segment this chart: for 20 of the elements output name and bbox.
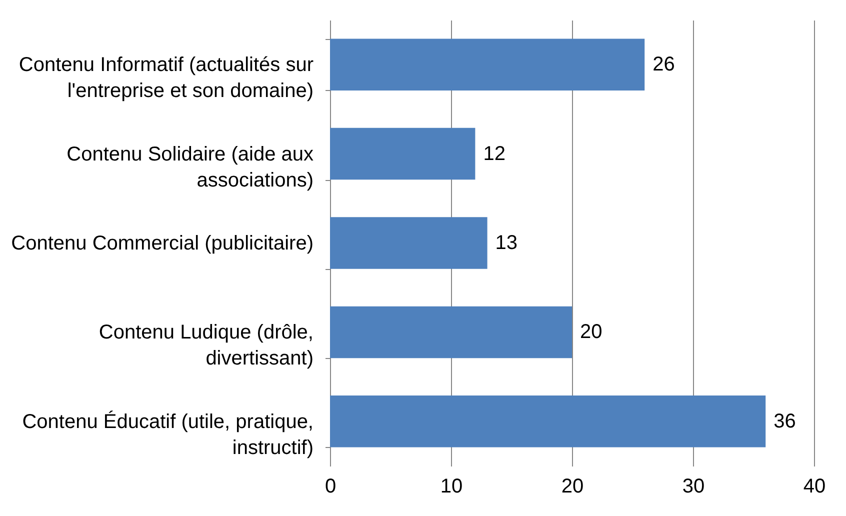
bar <box>330 396 766 448</box>
data-label: 13 <box>495 232 518 254</box>
x-tick-label: 0 <box>324 476 336 498</box>
y-tick-label: Contenu Commercial (publicitaire) <box>11 232 314 254</box>
y-tick-label: Contenu Solidaire (aide aux associations) <box>66 143 314 192</box>
y-tick-label: Contenu Éducatif (utile, pratique, instructif) <box>22 410 314 459</box>
bar <box>330 38 645 90</box>
x-tick-label: 20 <box>561 476 584 498</box>
bar <box>330 217 488 269</box>
x-tick-label: 10 <box>440 476 463 498</box>
x-tick-label: 40 <box>803 476 826 498</box>
x-tick-label: 30 <box>682 476 705 498</box>
data-label: 26 <box>652 54 675 76</box>
bar <box>330 128 476 180</box>
data-label: 20 <box>580 321 602 344</box>
y-tick-label: Contenu Ludique (drôle, divertissant) <box>98 322 314 370</box>
y-tick-label: Contenu Informatif (actualités sur l'entreprise et son domaine) <box>18 54 314 102</box>
data-label: 12 <box>483 142 506 165</box>
bar <box>330 306 572 358</box>
data-label: 36 <box>774 410 796 432</box>
